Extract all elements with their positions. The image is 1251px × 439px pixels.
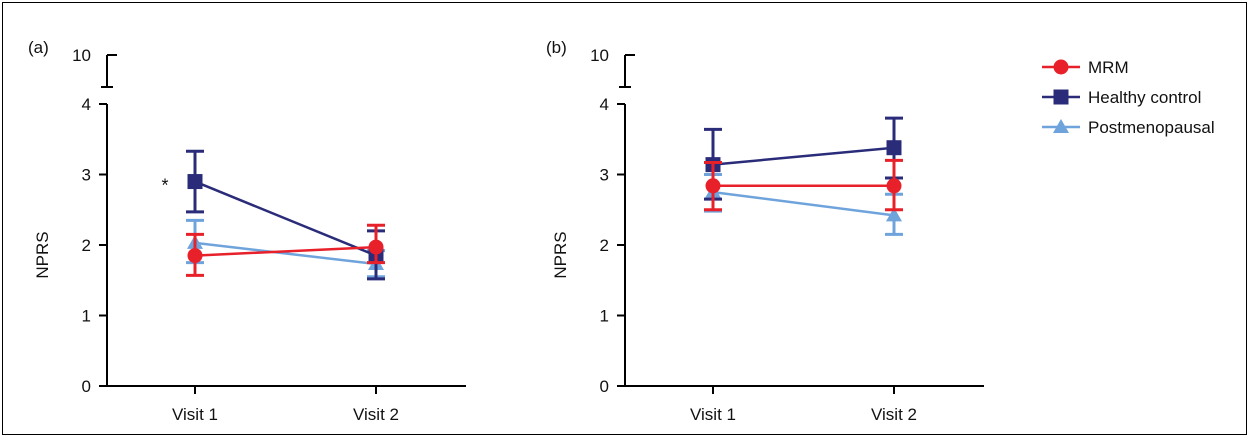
series-postmenopausal [704,173,903,236]
y-tick-label-10: 10 [72,46,91,65]
y-tick-label: 4 [600,95,609,114]
y-tick-label: 3 [600,166,609,185]
series-mrm [704,158,903,212]
legend-item-mrm: MRM [1042,58,1129,77]
series-line [194,180,377,257]
legend-label: Healthy control [1088,88,1201,107]
y-tick-label-10: 10 [590,46,609,65]
y-axis-label: NPRS [33,231,52,278]
data-point [368,239,384,255]
data-point [886,140,902,156]
triangle-icon [1053,119,1069,133]
data-point [705,178,721,194]
data-point [886,207,902,222]
panel-label: (a) [28,38,49,57]
circle-icon [1053,59,1069,75]
x-tick-label: Visit 2 [353,405,399,424]
data-point [886,178,902,194]
panel-label: (b) [546,38,567,57]
y-tick-label: 2 [82,236,91,255]
legend: MRM Healthy control Postmenopausal [1042,58,1215,137]
series-line [712,146,895,166]
y-tick-label: 4 [82,95,91,114]
series-line [712,190,895,217]
series-healthy-control [186,149,385,281]
y-tick-label: 0 [82,377,91,396]
series-mrm [186,223,385,277]
series-line [194,245,377,257]
y-tick-label: 2 [600,236,609,255]
legend-item-healthy-control: Healthy control [1042,88,1201,107]
x-tick-label: Visit 2 [871,405,917,424]
y-tick-label: 0 [600,377,609,396]
panel-b: 10 0 1 2 3 4 Visit 1 Visit 2 (b) NPRS [546,38,984,424]
x-tick-label: Visit 1 [172,405,218,424]
y-tick-label: 1 [600,307,609,326]
data-point [187,248,203,264]
y-tick-label: 3 [82,166,91,185]
data-point [187,174,203,190]
legend-label: Postmenopausal [1088,118,1215,137]
y-tick-label: 1 [82,307,91,326]
x-tick-label: Visit 1 [690,405,736,424]
panel-a: 10 0 1 2 3 4 Visit 1 Visit 2 (a) NPRS * [28,38,466,424]
legend-item-postmenopausal: Postmenopausal [1042,118,1215,137]
y-axis-label: NPRS [551,231,570,278]
legend-label: MRM [1088,58,1129,77]
series-line [194,241,377,266]
square-icon [1053,89,1069,105]
significance-asterisk: * [161,176,168,196]
